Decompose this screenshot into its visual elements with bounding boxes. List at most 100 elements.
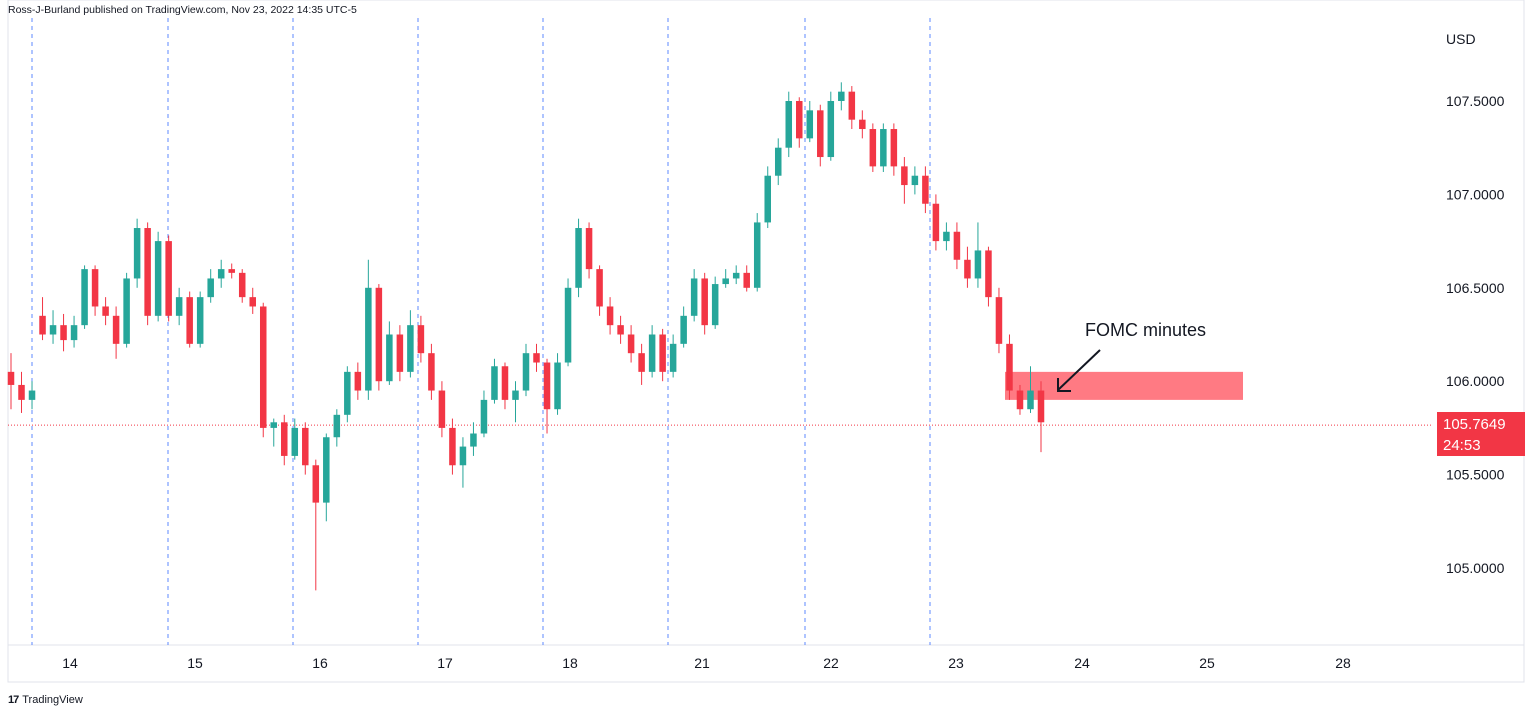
candle-body [575,228,582,288]
x-tick-label: 21 [694,655,710,671]
x-tick-label: 28 [1335,655,1351,671]
candle-body [606,306,614,326]
candle-body [974,250,982,279]
candle-body [112,315,120,344]
y-tick-label: 107.0000 [1446,186,1505,202]
candle-body [480,399,488,434]
candle-body [91,269,99,307]
currency-label: USD [1446,31,1476,47]
candle-body [144,228,151,316]
x-tick-label: 18 [562,655,578,671]
candle-body [449,427,456,466]
candle-body [785,101,793,148]
candle-body [165,241,172,316]
candle-body [396,334,404,372]
candle-body [39,315,46,335]
candle-body [901,166,908,186]
candle-body [753,222,761,288]
candle-body [323,437,330,503]
brand-name: TradingView [22,694,83,706]
bar-countdown: 24:53 [1443,437,1481,454]
candle-body [817,110,824,158]
candle-body [869,129,877,167]
candle-body [890,129,898,167]
candle-body [512,390,519,400]
candle-body [438,390,446,428]
candle-body [491,366,498,400]
publish-info: Ross-J-Burland published on TradingView.… [8,4,357,16]
last-price-badge: 105.7649 24:53 [1437,412,1525,456]
x-tick-label: 14 [62,655,78,671]
last-price-value: 105.7649 [1443,416,1506,433]
candle-body [659,334,666,372]
candle-body [344,371,351,415]
candle-body [270,422,278,428]
candle-body [911,175,919,186]
x-tick-label: 23 [948,655,964,671]
x-tick-label: 24 [1074,655,1090,671]
candle-body [281,422,288,456]
candle-body [596,269,603,307]
annotation-arrow-line [1057,349,1101,391]
candle-body [417,325,425,354]
candle-body [60,325,67,341]
candle-body [743,272,750,288]
fomc-zone [1005,371,1243,400]
candle-body [585,228,593,270]
y-tick-label: 106.0000 [1446,373,1505,389]
candle-body [690,278,698,316]
candle-body [564,287,572,363]
candle-body [470,433,477,447]
candle-body [838,91,845,101]
y-tick-label: 105.5000 [1446,467,1505,483]
candle-body [554,362,561,410]
candle-body [796,101,803,139]
candle-body [123,278,130,344]
candle-body [953,231,961,260]
x-tick-label: 22 [823,655,839,671]
x-tick-label: 17 [437,655,453,671]
candle-body [259,306,267,428]
candle-body [964,259,971,279]
x-tick-label: 15 [187,655,203,671]
candle-body [722,278,729,285]
candle-body [154,241,162,316]
candle-body [407,325,414,372]
candle-body [7,371,15,385]
y-tick-label: 105.0000 [1446,560,1505,576]
candle-body [880,129,887,167]
candle-body [386,334,393,382]
candle-body [806,110,814,139]
candle-body [207,278,214,298]
candle-body [186,297,193,344]
candle-body [711,284,719,326]
candle-body [680,315,687,344]
candle-body [774,147,782,176]
footer-branding: 17 TradingView [8,694,83,706]
candle-body [533,353,540,363]
candle-body [291,427,299,456]
x-tick-label: 16 [312,655,328,671]
candle-body [1037,390,1045,423]
candle-body [175,297,183,316]
candle-body [995,297,1003,344]
candle-body [70,325,78,341]
candle-body [81,269,88,326]
candle-body [732,272,740,279]
candle-body [28,390,36,400]
candle-body [365,287,372,391]
candle-body [1027,390,1034,410]
candle-body [18,384,25,400]
candle-body [669,343,677,372]
candle-body [428,353,435,391]
candle-body [249,297,256,307]
candle-body [922,175,929,204]
candle-body [638,353,645,372]
tradingview-logo-icon: 17 [8,694,19,706]
candle-body [648,334,656,372]
y-tick-label: 107.5000 [1446,93,1505,109]
candle-body [522,353,530,391]
candle-body [459,446,467,466]
candle-body [985,250,992,298]
